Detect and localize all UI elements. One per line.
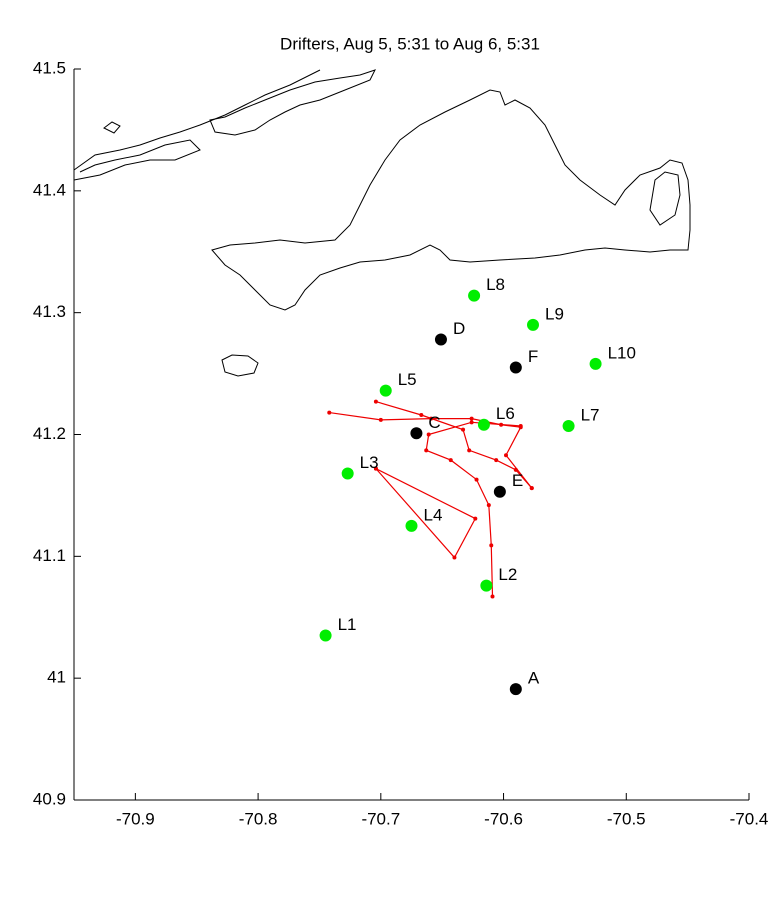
y-tick-label: 41.2 [33, 424, 66, 443]
x-tick-label: -70.6 [484, 809, 523, 828]
track-point [469, 420, 474, 425]
station-label: F [528, 347, 538, 366]
x-tick-label: -70.7 [361, 809, 400, 828]
x-tick-label: -70.9 [116, 809, 155, 828]
marthas-vineyard [211, 89, 691, 311]
track-point [378, 417, 383, 422]
y-tick-label: 40.9 [33, 789, 66, 808]
y-tick-label: 41.5 [33, 58, 66, 77]
station [468, 289, 481, 302]
track-point [461, 427, 466, 432]
station-label: L1 [338, 615, 357, 634]
track-point [494, 458, 499, 463]
y-tick-label: 41.3 [33, 302, 66, 321]
track-point [448, 458, 453, 463]
station-label: L4 [424, 505, 443, 524]
station-label: L5 [398, 370, 417, 389]
station [480, 579, 493, 592]
track-point [529, 486, 534, 491]
track-point [490, 594, 495, 599]
station [509, 683, 522, 696]
track-point [499, 422, 504, 427]
station-label: L3 [360, 453, 379, 472]
station-label: D [453, 319, 465, 338]
station [341, 467, 354, 480]
y-tick-label: 41.4 [33, 180, 66, 199]
station [405, 519, 418, 532]
station [410, 427, 423, 440]
track-point [504, 453, 508, 458]
station-label: L7 [581, 405, 600, 424]
track-point [469, 416, 474, 421]
track-point [467, 448, 472, 453]
x-tick-label: -70.4 [730, 809, 769, 828]
station [589, 357, 602, 370]
station [477, 418, 490, 431]
small-island [103, 121, 121, 134]
track-point [426, 432, 431, 437]
track-point [474, 477, 479, 482]
station [493, 485, 506, 498]
track-point [424, 448, 429, 453]
station [509, 361, 522, 374]
x-tick-label: -70.5 [607, 809, 646, 828]
track-point [513, 467, 518, 472]
station-label: L6 [496, 404, 515, 423]
track-point [373, 399, 378, 404]
station [434, 333, 447, 346]
station-label: A [528, 669, 540, 688]
track-point [419, 413, 424, 418]
elizabeth-islands [209, 69, 376, 136]
station [562, 419, 575, 432]
nomans-land [221, 354, 259, 377]
track-point [373, 466, 378, 471]
chart-title: Drifters, Aug 5, 5:31 to Aug 6, 5:31 [280, 34, 540, 53]
coastline [73, 69, 691, 377]
mainland-coast [73, 69, 321, 181]
track-point [518, 425, 523, 430]
x-tick-label: -70.8 [239, 809, 278, 828]
pond [649, 171, 681, 226]
y-tick-label: 41.1 [33, 546, 66, 565]
station-label: L8 [486, 275, 505, 294]
station [319, 629, 332, 642]
station [527, 318, 539, 331]
station [379, 384, 392, 397]
drifter-track [375, 468, 477, 559]
track-point [452, 555, 457, 560]
track-point [473, 516, 478, 521]
track-point [489, 543, 494, 548]
track-point [486, 503, 491, 508]
station-label: L9 [545, 304, 564, 323]
station-label: L2 [498, 565, 517, 584]
station-label: C [428, 413, 440, 432]
station-label: L10 [608, 343, 636, 362]
track-point [327, 410, 332, 415]
station-label: E [512, 471, 523, 490]
y-tick-label: 41 [47, 668, 66, 687]
